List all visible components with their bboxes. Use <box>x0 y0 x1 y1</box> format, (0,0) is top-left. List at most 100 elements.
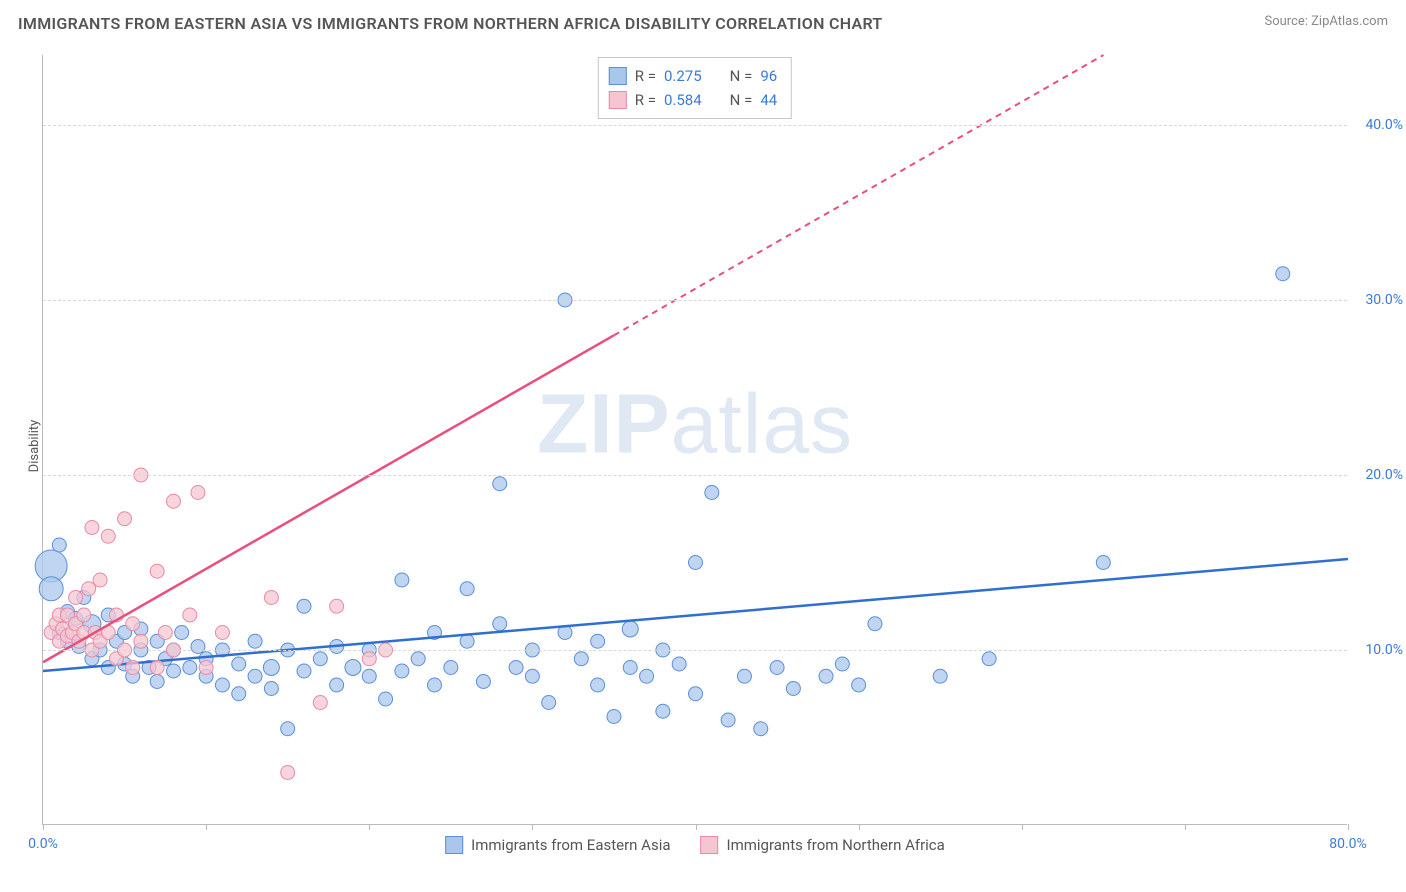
grid-line <box>43 300 1347 301</box>
data-point <box>542 696 556 710</box>
data-point <box>460 634 474 648</box>
n-label-blue: N = <box>730 64 753 88</box>
y-tick-label: 30.0% <box>1351 292 1403 308</box>
n-label-pink: N = <box>730 88 753 112</box>
data-point <box>982 652 996 666</box>
data-point <box>263 660 279 676</box>
x-tick <box>532 824 533 830</box>
swatch-pink <box>609 91 627 109</box>
data-point <box>395 664 409 678</box>
data-point <box>39 577 63 601</box>
data-point <box>134 634 148 648</box>
data-point <box>215 678 229 692</box>
data-point <box>444 661 458 675</box>
legend-item-pink: Immigrants from Northern Africa <box>701 836 945 854</box>
data-point <box>297 664 311 678</box>
trend-line <box>43 335 614 662</box>
x-tick <box>206 824 207 830</box>
data-point <box>313 696 327 710</box>
data-point <box>150 661 164 675</box>
swatch-blue-legend <box>445 836 463 854</box>
data-point <box>705 486 719 500</box>
data-point <box>118 512 132 526</box>
data-point <box>868 617 882 631</box>
x-tick <box>1185 824 1186 830</box>
data-point <box>574 652 588 666</box>
data-point <box>52 538 66 552</box>
data-point <box>476 675 490 689</box>
bottom-legend: Immigrants from Eastern Asia Immigrants … <box>445 836 945 854</box>
r-value-pink: 0.584 <box>664 88 702 112</box>
data-point <box>1096 556 1110 570</box>
data-point <box>509 661 523 675</box>
data-point <box>150 675 164 689</box>
r-label-blue: R = <box>635 64 656 88</box>
x-tick <box>696 824 697 830</box>
data-point <box>167 664 181 678</box>
data-point <box>69 591 83 605</box>
chart-title: IMMIGRANTS FROM EASTERN ASIA VS IMMIGRAN… <box>18 14 883 33</box>
correlation-stats-box: R = 0.275 N = 96 R = 0.584 N = 44 <box>598 57 792 119</box>
legend-label-blue: Immigrants from Eastern Asia <box>471 836 670 854</box>
stats-row-blue: R = 0.275 N = 96 <box>609 64 777 88</box>
x-tick-label: 0.0% <box>28 836 58 852</box>
grid-line <box>43 125 1347 126</box>
data-point <box>1276 267 1290 281</box>
data-point <box>835 657 849 671</box>
data-point <box>607 710 621 724</box>
grid-line <box>43 475 1347 476</box>
data-point <box>640 669 654 683</box>
data-point <box>933 669 947 683</box>
data-point <box>493 617 507 631</box>
data-point <box>126 617 140 631</box>
data-point <box>85 521 99 535</box>
data-point <box>264 682 278 696</box>
stats-row-pink: R = 0.584 N = 44 <box>609 88 777 112</box>
source-attribution: Source: ZipAtlas.com <box>1264 14 1388 29</box>
data-point <box>493 477 507 491</box>
trend-line <box>43 559 1348 671</box>
data-point <box>345 660 361 676</box>
x-tick-label: 80.0% <box>1329 836 1367 852</box>
x-tick <box>1022 824 1023 830</box>
data-point <box>852 678 866 692</box>
data-point <box>362 652 376 666</box>
data-point <box>248 634 262 648</box>
data-point <box>689 556 703 570</box>
data-point <box>77 608 91 622</box>
data-point <box>183 661 197 675</box>
data-point <box>191 640 205 654</box>
data-point <box>819 669 833 683</box>
legend-item-blue: Immigrants from Eastern Asia <box>445 836 670 854</box>
data-point <box>199 661 213 675</box>
r-label-pink: R = <box>635 88 656 112</box>
data-point <box>248 669 262 683</box>
data-point <box>379 692 393 706</box>
data-point <box>297 599 311 613</box>
data-point <box>215 626 229 640</box>
data-point <box>689 687 703 701</box>
legend-label-pink: Immigrants from Northern Africa <box>727 836 945 854</box>
data-point <box>232 657 246 671</box>
data-point <box>754 722 768 736</box>
r-value-blue: 0.275 <box>664 64 702 88</box>
data-point <box>101 529 115 543</box>
data-point <box>167 494 181 508</box>
data-point <box>362 669 376 683</box>
y-axis-title: Disability <box>27 420 42 473</box>
data-point <box>330 599 344 613</box>
data-point <box>786 682 800 696</box>
swatch-pink-legend <box>701 836 719 854</box>
data-point <box>191 486 205 500</box>
data-point <box>232 687 246 701</box>
swatch-blue <box>609 67 627 85</box>
data-point <box>158 626 172 640</box>
y-tick-label: 20.0% <box>1351 467 1403 483</box>
data-point <box>126 661 140 675</box>
chart-canvas <box>43 55 1347 824</box>
data-point <box>175 626 189 640</box>
data-point <box>395 573 409 587</box>
data-point <box>656 704 670 718</box>
data-point <box>622 621 638 637</box>
data-point <box>737 669 751 683</box>
